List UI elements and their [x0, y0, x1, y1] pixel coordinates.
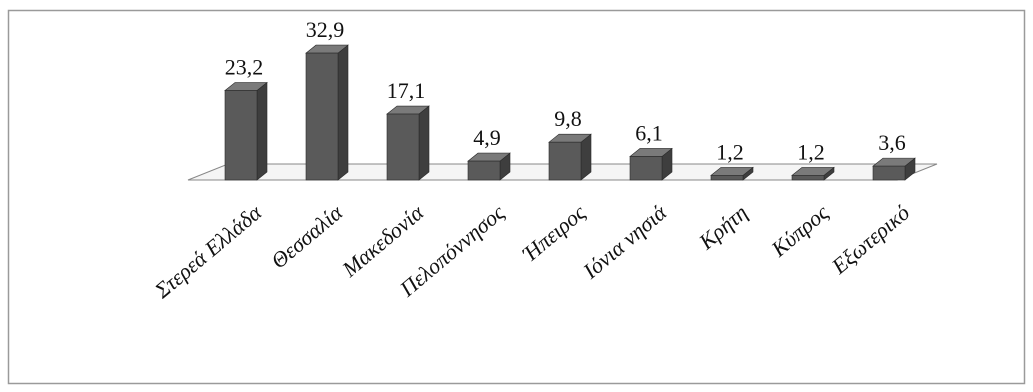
bar-front	[548, 141, 582, 181]
bar-series	[224, 44, 916, 181]
value-label: 4,9	[473, 125, 501, 150]
value-label: 9,8	[554, 106, 582, 131]
value-label: 1,2	[716, 139, 744, 164]
bar	[548, 133, 592, 181]
bar-side	[418, 105, 430, 181]
bar-front	[710, 175, 744, 181]
bar	[467, 152, 511, 181]
bar	[305, 44, 349, 181]
bar-side	[256, 81, 268, 181]
bar	[710, 166, 754, 181]
bar-front	[791, 175, 825, 181]
bar-front	[386, 113, 420, 181]
bar-front	[224, 90, 258, 181]
value-label: 17,1	[387, 78, 426, 103]
value-label: 1,2	[797, 139, 825, 164]
value-labels: 23,2 32,9 17,1 4,9 9,8 6,1 1,2 1,2 3,6	[225, 17, 906, 164]
bar-side	[337, 44, 349, 181]
chart-border	[7, 9, 1026, 385]
bar	[872, 157, 916, 181]
bar-front	[872, 165, 906, 181]
bar	[224, 81, 268, 181]
bar-front	[305, 52, 339, 181]
value-label: 23,2	[225, 55, 264, 80]
value-label: 32,9	[306, 17, 345, 42]
bar-front	[629, 156, 663, 181]
value-label: 3,6	[878, 130, 906, 155]
bar-front	[467, 160, 501, 181]
bar	[629, 147, 673, 181]
value-label: 6,1	[635, 120, 663, 145]
bar	[386, 105, 430, 181]
bar	[791, 166, 835, 181]
